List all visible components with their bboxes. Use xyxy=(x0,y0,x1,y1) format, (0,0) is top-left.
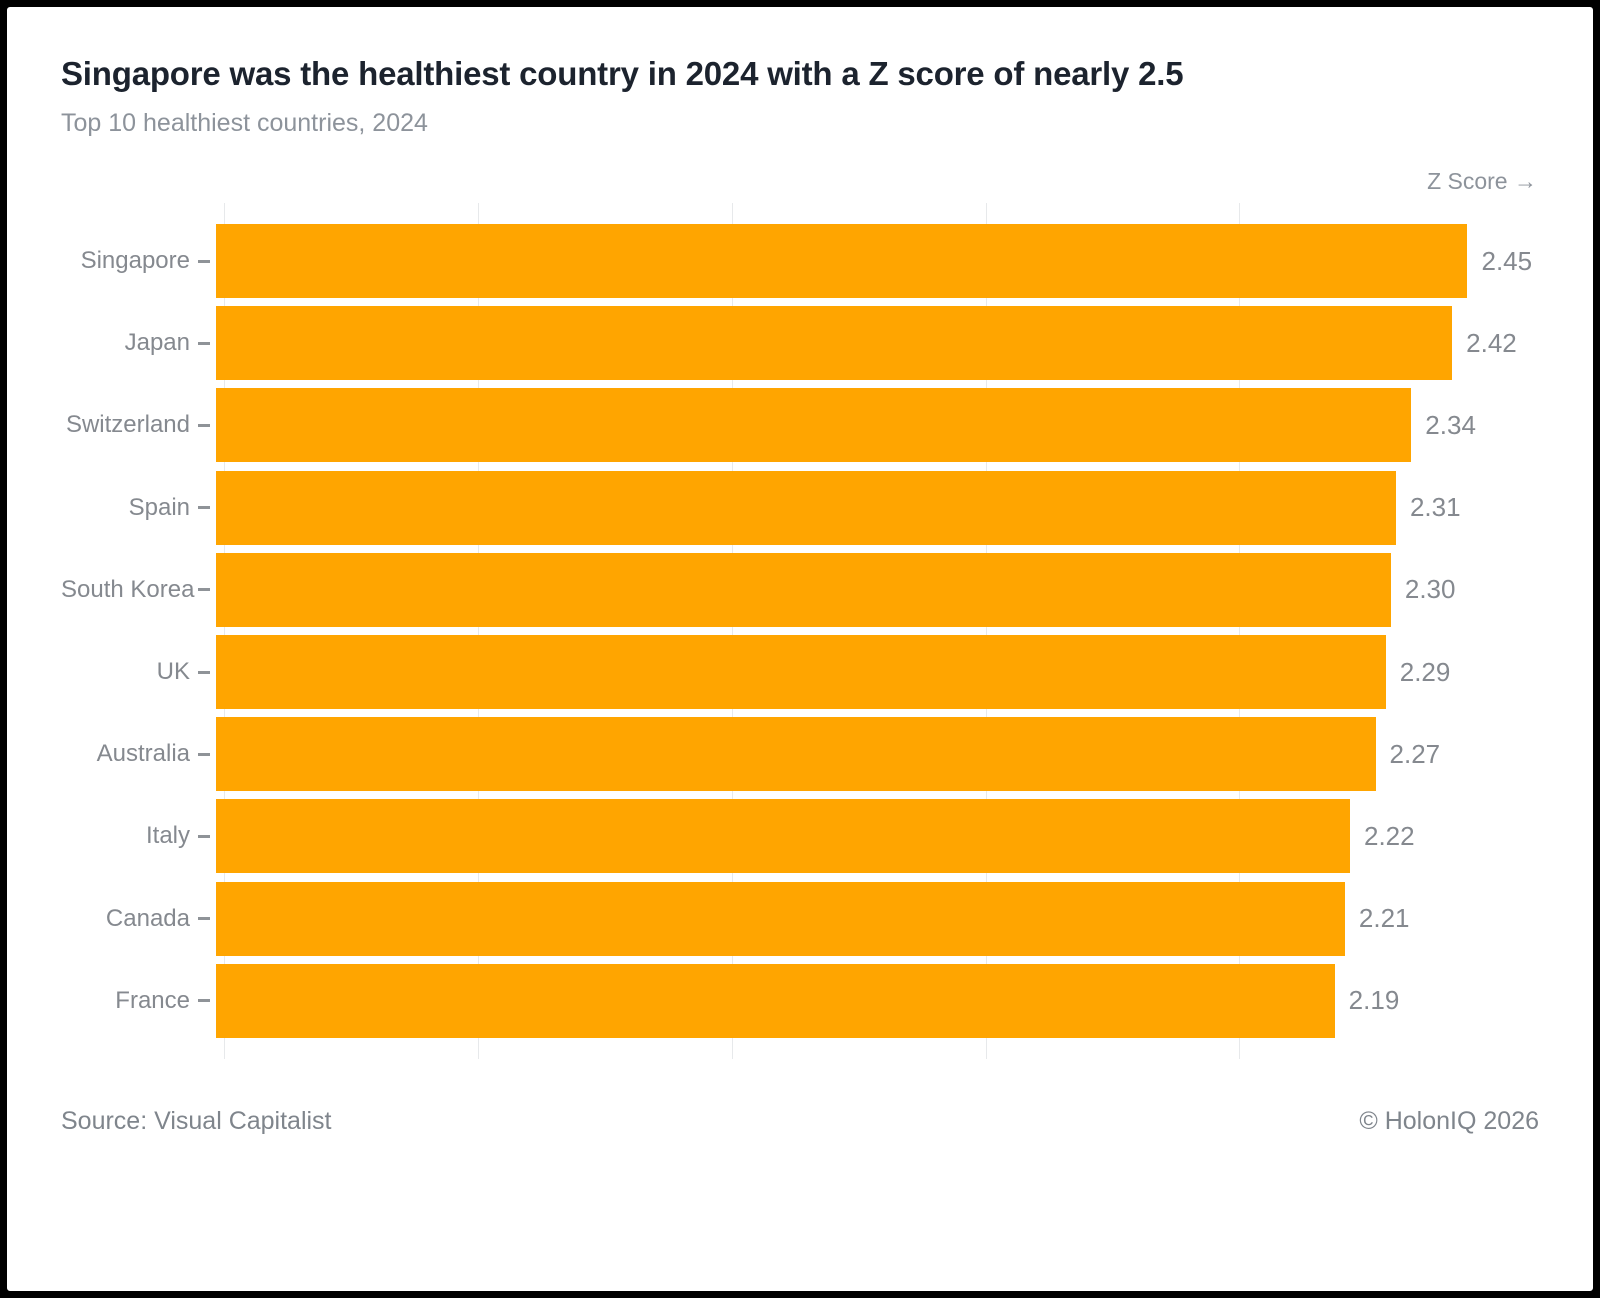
bar-singapore xyxy=(216,224,1468,299)
value-label: 2.34 xyxy=(1425,409,1476,440)
y-axis-tick xyxy=(198,423,210,427)
bar-rows: Singapore 2.45 Japan 2.42 Switzerland 2.34 Spa… xyxy=(61,220,1539,1042)
bar-south-korea xyxy=(216,552,1391,627)
y-axis-tick xyxy=(198,752,210,756)
plot-cell: 2.29 xyxy=(216,631,1539,713)
y-axis-tick xyxy=(198,834,210,838)
y-axis-tick xyxy=(198,259,210,263)
category-label: Singapore xyxy=(80,247,190,275)
gridline-x-2 xyxy=(1239,203,1241,1059)
category-label: South Korea xyxy=(61,575,195,603)
bar-row: Singapore 2.45 xyxy=(61,220,1539,302)
chart-footer: Source: Visual Capitalist © HolonIQ 2026 xyxy=(61,1107,1539,1136)
bar-row: Canada 2.21 xyxy=(61,878,1539,960)
bar-row: Italy 2.22 xyxy=(61,795,1539,877)
copyright-note: © HolonIQ 2026 xyxy=(1359,1107,1539,1135)
gridline-x-1.5 xyxy=(985,203,987,1059)
value-label: 2.29 xyxy=(1399,656,1451,687)
bar-canada xyxy=(216,881,1345,956)
value-label: 2.22 xyxy=(1364,820,1415,851)
category-label: France xyxy=(115,986,190,1014)
category-label: Italy xyxy=(145,822,190,850)
plot-cell: 2.30 xyxy=(216,549,1539,631)
value-label: 2.31 xyxy=(1409,492,1461,523)
bar-australia xyxy=(216,717,1376,792)
gridline-x-0.5 xyxy=(477,203,479,1059)
y-axis-tick xyxy=(198,999,210,1003)
plot-cell: 2.45 xyxy=(216,220,1539,302)
plot-cell: 2.34 xyxy=(216,384,1539,466)
plot-cell: 2.31 xyxy=(216,467,1539,549)
chart-subtitle: Top 10 healthiest countries, 2024 xyxy=(61,109,428,137)
category-label: Japan xyxy=(124,329,190,357)
plot-cell: 2.19 xyxy=(216,960,1539,1042)
y-axis-tick xyxy=(198,917,210,921)
bar-row: Spain 2.31 xyxy=(61,467,1539,549)
bar-italy xyxy=(216,799,1350,874)
bar-switzerland xyxy=(216,388,1412,463)
chart-title: Singapore was the healthiest country in … xyxy=(61,55,1184,92)
y-axis-tick xyxy=(198,588,210,592)
gridline-x-1 xyxy=(731,203,733,1059)
bar-spain xyxy=(216,470,1396,545)
value-label: 2.27 xyxy=(1389,738,1441,769)
value-label: 2.45 xyxy=(1481,245,1533,276)
source-note: Source: Visual Capitalist xyxy=(61,1107,332,1135)
plot-cell: 2.22 xyxy=(216,795,1539,877)
gridline-layer xyxy=(224,203,1539,1059)
category-label: UK xyxy=(156,658,190,686)
category-label: Switzerland xyxy=(65,411,190,439)
bar-uk xyxy=(216,635,1386,710)
x-axis-title: Z Score → xyxy=(1427,168,1537,194)
bar-france xyxy=(216,963,1335,1038)
bar-row: Switzerland 2.34 xyxy=(61,384,1539,466)
bar-row: Australia 2.27 xyxy=(61,713,1539,795)
value-label: 2.30 xyxy=(1404,574,1456,605)
bar-japan xyxy=(216,306,1453,381)
value-label: 2.19 xyxy=(1348,985,1400,1016)
bar-chart: Singapore 2.45 Japan 2.42 Switzerland 2.34 Spa… xyxy=(61,203,1539,1059)
plot-cell: 2.27 xyxy=(216,713,1539,795)
bar-row: UK 2.29 xyxy=(61,631,1539,713)
plot-cell: 2.42 xyxy=(216,302,1539,384)
category-label: Canada xyxy=(105,904,190,932)
value-label: 2.21 xyxy=(1358,903,1410,934)
category-label: Spain xyxy=(128,493,190,521)
gridline-x-0 xyxy=(224,203,225,1059)
bar-row: France 2.19 xyxy=(61,960,1539,1042)
plot-cell: 2.21 xyxy=(216,878,1539,960)
y-axis-tick xyxy=(198,670,210,674)
value-label: 2.42 xyxy=(1466,327,1517,358)
y-axis-tick xyxy=(198,506,210,510)
category-label: Australia xyxy=(96,740,190,768)
bar-row: Japan 2.42 xyxy=(61,302,1539,384)
bar-row: South Korea 2.30 xyxy=(61,549,1539,631)
y-axis-tick xyxy=(198,341,210,345)
